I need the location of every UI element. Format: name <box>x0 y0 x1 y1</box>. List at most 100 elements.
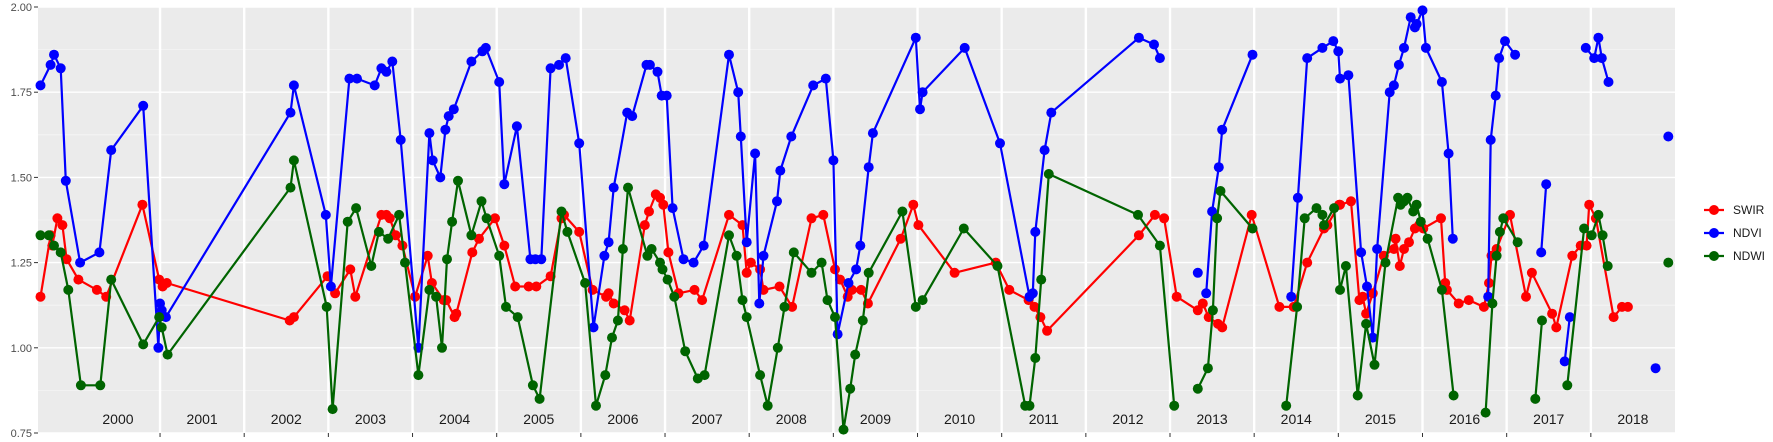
ndwi-point <box>600 370 611 381</box>
ndvi-point <box>153 342 164 353</box>
swir-point <box>1388 244 1399 254</box>
ndvi-point <box>1335 73 1345 84</box>
swir-point <box>510 281 521 292</box>
ndwi-point <box>1498 213 1509 224</box>
ndwi-point <box>1422 233 1433 244</box>
year-label: 2001 <box>187 411 218 427</box>
ndvi-point <box>652 66 663 77</box>
x-axis-ticks <box>159 433 1592 437</box>
ndvi-point <box>855 240 866 251</box>
ndwi-point <box>850 349 861 360</box>
year-label: 2015 <box>1365 411 1396 427</box>
year-label: 2016 <box>1449 411 1480 427</box>
ndvi-point <box>1580 42 1591 53</box>
ndwi-point <box>680 346 691 357</box>
ndvi-point <box>1490 90 1501 101</box>
ndvi-point <box>1494 53 1505 64</box>
ndwi-point <box>75 380 86 391</box>
ndvi-point <box>1292 192 1303 203</box>
swir-point <box>73 274 84 285</box>
year-label: 2000 <box>102 411 133 427</box>
ndvi-point <box>741 237 752 248</box>
ndvi-point <box>1536 247 1547 258</box>
ndvi-point <box>1650 363 1661 374</box>
ndwi-point <box>162 349 173 360</box>
ndwi-point <box>400 257 410 268</box>
swir-point <box>350 291 361 302</box>
swir-point <box>1581 240 1592 251</box>
swir-point <box>741 267 752 278</box>
ndwi-point <box>699 370 710 381</box>
swir-point <box>619 305 630 316</box>
ndwi-point <box>1212 213 1223 224</box>
swir-point <box>57 220 68 231</box>
ndwi-point <box>1537 315 1547 326</box>
ndvi-point <box>1593 32 1604 43</box>
ndwi-point <box>863 267 874 278</box>
ndwi-point <box>731 250 742 261</box>
swir-point <box>1171 291 1182 302</box>
ndwi-point <box>910 301 921 312</box>
ndvi-point <box>1154 53 1165 64</box>
ndwi-point <box>1402 192 1413 203</box>
ndwi-point <box>617 244 628 254</box>
swir-point <box>1361 308 1372 319</box>
ndwi-point <box>1663 257 1674 268</box>
ndvi-point <box>599 250 610 261</box>
ndwi-point <box>481 213 492 224</box>
ndwi-point <box>1586 230 1597 241</box>
ndwi-point <box>857 315 868 326</box>
ndwi-point <box>612 315 623 326</box>
legend-marker-swir <box>1709 205 1719 215</box>
ndvi-point <box>1039 145 1050 156</box>
ndwi-point <box>646 244 657 254</box>
ndvi-point <box>1286 291 1297 302</box>
ndwi-point <box>1030 353 1041 363</box>
ndwi-point <box>43 230 54 241</box>
swir-point <box>137 199 148 210</box>
year-label: 2014 <box>1281 411 1312 427</box>
ndvi-point <box>667 203 678 214</box>
ndwi-point <box>779 301 790 312</box>
ndvi-point <box>603 237 614 248</box>
ndvi-point <box>49 49 59 60</box>
ndvi-point <box>627 111 638 122</box>
ndvi-point <box>511 121 522 132</box>
ndvi-point <box>698 240 709 251</box>
ndvi-point <box>820 73 831 84</box>
swir-point <box>451 308 462 319</box>
ndvi-point <box>1217 124 1228 135</box>
swir-point <box>689 284 700 295</box>
ndvi-point <box>574 138 585 149</box>
ndvi-line <box>1540 184 1548 253</box>
ndvi-point <box>843 278 854 288</box>
ndvi-point <box>1436 77 1447 87</box>
ndwi-point <box>321 301 332 312</box>
swir-point <box>1478 301 1489 312</box>
ndwi-point <box>534 393 545 404</box>
ndvi-point <box>1589 53 1600 64</box>
ndvi-point <box>1399 42 1409 53</box>
ndwi-point <box>917 295 928 306</box>
ndvi-line <box>1563 316 1571 362</box>
swir-point <box>1394 261 1405 271</box>
ndwi-point <box>838 424 849 435</box>
ndvi-point <box>1596 53 1607 64</box>
ndwi-point <box>1311 203 1322 214</box>
swir-point <box>1357 291 1368 302</box>
ndwi-point <box>1043 169 1054 179</box>
ndvi-point <box>1388 80 1399 91</box>
ndwi-point <box>1361 318 1372 329</box>
series-ndvi <box>35 5 1674 374</box>
ndwi-point <box>1202 363 1213 374</box>
year-label: 2007 <box>692 411 723 427</box>
ndwi-point <box>1530 393 1541 404</box>
swir-point <box>1159 213 1170 224</box>
ndwi-point <box>424 284 435 295</box>
ndwi-point <box>437 342 447 353</box>
ndvi-point <box>424 128 435 139</box>
ndwi-point <box>1036 274 1047 285</box>
ndvi-point <box>724 49 734 60</box>
swir-point <box>818 209 829 220</box>
